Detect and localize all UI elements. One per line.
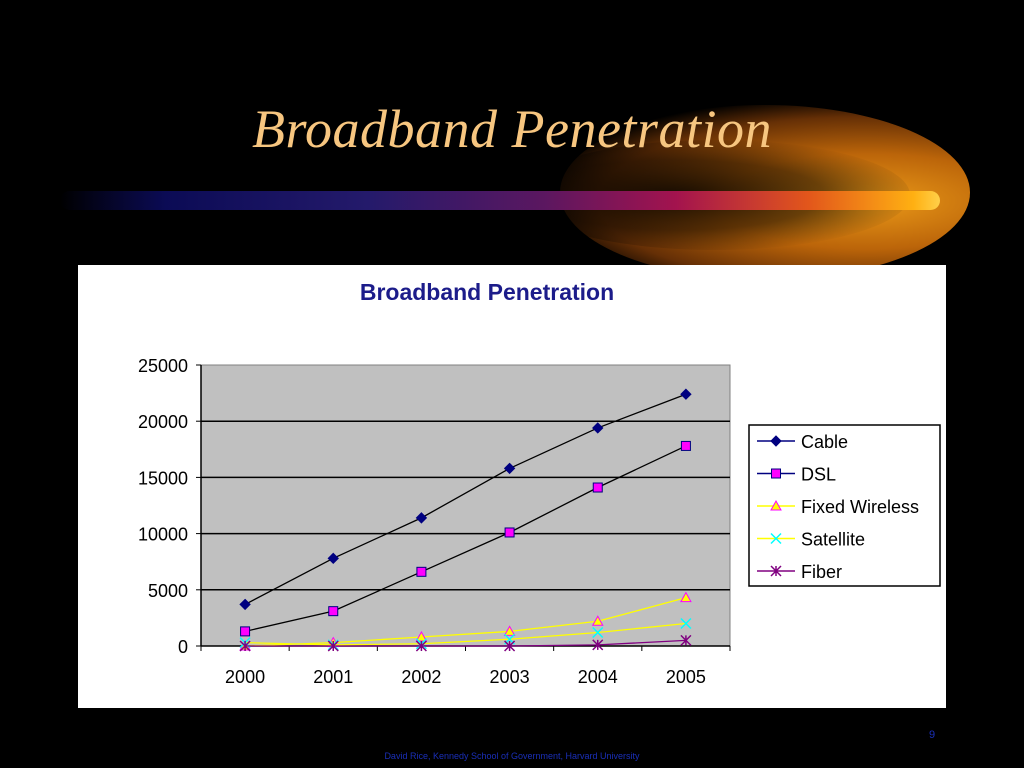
chart-panel: Broadband Penetration 0 5000 10000 15000 200… <box>78 265 946 708</box>
data-point <box>592 639 604 651</box>
legend-marker <box>770 435 782 447</box>
y-tick-label: 5000 <box>148 581 188 601</box>
data-point <box>327 552 339 565</box>
series-line <box>245 622 686 646</box>
series-line <box>245 597 687 647</box>
data-point <box>680 617 692 630</box>
series-line <box>244 393 687 605</box>
data-point <box>240 626 251 637</box>
data-point <box>415 512 428 524</box>
legend-label: Fixed Wireless <box>801 497 919 517</box>
legend-label: Fiber <box>801 562 842 582</box>
y-tick-label: 20000 <box>138 412 188 432</box>
footer-credit: David Rice, Kennedy School of Government… <box>384 751 640 761</box>
x-tick-label: 2005 <box>666 667 706 687</box>
data-point <box>680 388 692 400</box>
data-point <box>591 615 604 626</box>
y-tick-label: 15000 <box>138 468 188 488</box>
legend-label: DSL <box>801 465 836 485</box>
data-point <box>680 634 692 646</box>
data-point <box>327 640 339 652</box>
slide-title: Broadband Penetration <box>252 99 772 159</box>
series-fiber <box>239 634 692 652</box>
gridlines <box>201 420 730 591</box>
series-line <box>244 445 687 633</box>
series-line <box>245 639 686 647</box>
data-point <box>503 625 516 636</box>
x-tick-label: 2001 <box>313 667 353 687</box>
data-point <box>504 527 515 538</box>
data-point <box>504 640 516 652</box>
legend-label: Cable <box>801 432 848 452</box>
legend-marker <box>770 499 782 511</box>
title-streak-decoration <box>60 191 940 210</box>
legend: Cable DSL Fixed Wireless Satellite Fiber <box>748 424 941 587</box>
series-cable <box>239 388 692 611</box>
x-tick-label: 2000 <box>225 667 265 687</box>
y-axis-ticks: 0 5000 10000 15000 20000 25000 <box>138 356 201 657</box>
data-point <box>415 640 427 652</box>
slide-number: 9 <box>928 729 936 741</box>
data-point <box>239 598 251 611</box>
data-point <box>592 482 603 493</box>
y-tick-label: 25000 <box>138 356 188 376</box>
data-point <box>680 440 691 451</box>
y-tick-label: 0 <box>178 637 188 657</box>
data-point <box>592 626 604 639</box>
series-dsl <box>240 440 691 637</box>
series-group <box>239 388 692 652</box>
line-chart: Broadband Penetration 0 5000 10000 15000 200… <box>138 279 941 687</box>
data-point <box>328 606 339 617</box>
legend-label: Satellite <box>801 530 865 550</box>
chart-title: Broadband Penetration <box>360 279 614 305</box>
legend-marker <box>771 468 781 479</box>
x-tick-label: 2003 <box>490 667 530 687</box>
data-point <box>239 640 251 652</box>
data-point <box>416 566 427 577</box>
x-axis-ticks: 2000 2001 2002 2003 2004 2005 <box>200 646 731 687</box>
x-tick-label: 2002 <box>401 667 441 687</box>
plot-area <box>200 364 731 647</box>
data-point <box>680 591 692 603</box>
data-point <box>503 462 516 475</box>
y-tick-label: 10000 <box>138 525 188 545</box>
legend-marker <box>770 565 782 577</box>
legend-marker <box>770 532 782 545</box>
data-point <box>592 422 604 434</box>
x-tick-label: 2004 <box>578 667 618 687</box>
